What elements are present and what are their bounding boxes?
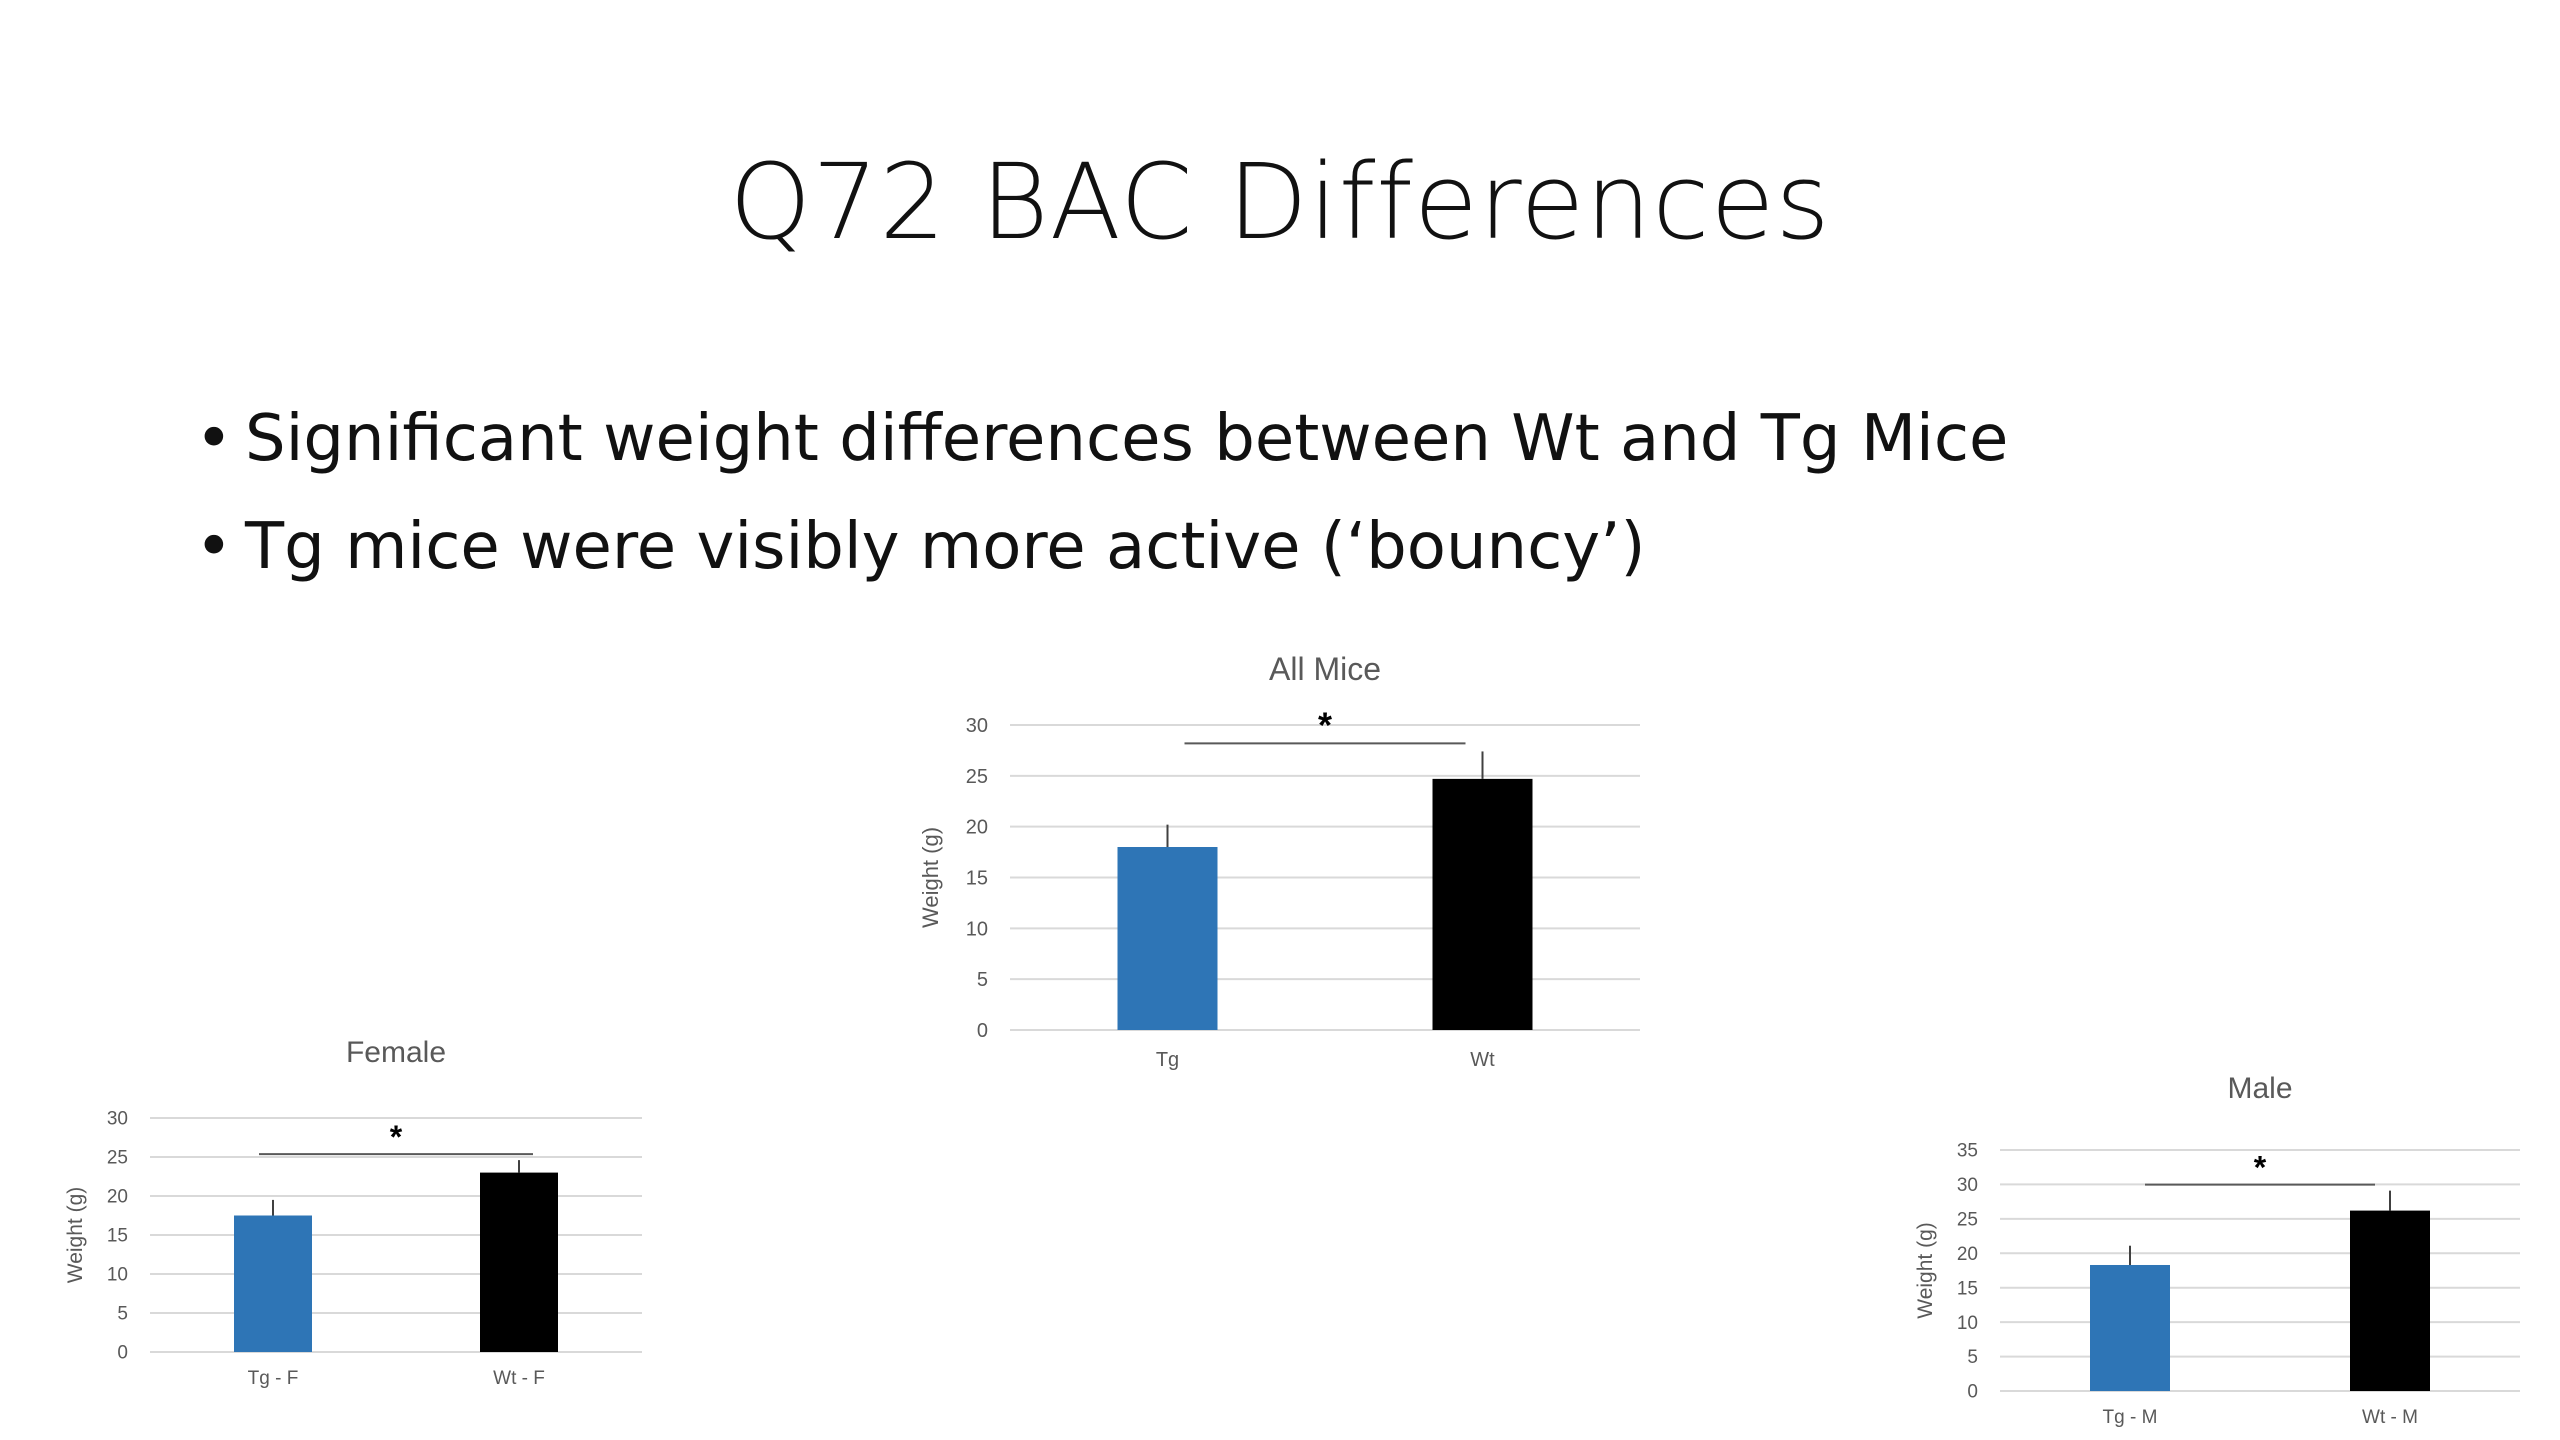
chart-title: Male [2227,1072,2292,1105]
y-tick-label: 5 [117,1304,128,1325]
y-tick-label: 20 [966,817,988,839]
y-tick-label: 10 [1957,1313,1978,1334]
bullet-list: • Significant weight differences between… [195,385,2008,601]
x-tick-label: Wt - M [2362,1407,2418,1428]
bar [480,1172,558,1352]
significance-marker: * [390,1119,403,1155]
chart-male: Male 0 5 10 15 20 25 30 35 Weight (g) Tg - M Wt - M… [1914,1072,2520,1428]
x-tick-label: Wt [1470,1049,1495,1071]
significance-marker: * [2254,1150,2267,1186]
y-tick-label: 0 [977,1020,988,1042]
x-tick-label: Tg [1156,1049,1179,1071]
slide-title: Q72 BAC Differences [729,141,1831,263]
chart-title: Female [346,1036,446,1069]
y-tick-label: 20 [107,1187,128,1208]
y-axis-label: Weight (g) [64,1187,87,1283]
bar [2090,1264,2170,1391]
x-tick-label: Wt - F [493,1368,545,1389]
significance-marker: * [1318,704,1332,745]
y-tick-label: 30 [966,715,988,737]
y-axis-label: Weight (g) [1914,1222,1937,1318]
bullet-dot: • [195,402,233,476]
y-tick-label: 0 [117,1343,128,1364]
chart-all-mice: All Mice 0 5 10 15 20 25 30 Weight (g) Tg Wt * [918,651,1640,1071]
chart-female: Female 0 5 10 15 20 25 30 Weight (g) Tg - F Wt - F… [64,1036,642,1389]
bullet-item: • Significant weight differences between… [195,385,2008,493]
bullet-dot: • [195,510,233,584]
y-tick-label: 5 [1967,1347,1978,1368]
y-tick-label: 15 [1957,1278,1978,1299]
x-tick-label: Tg - F [248,1368,299,1389]
bar [1117,847,1218,1030]
bullet-item: • Tg mice were visibly more active (‘bou… [195,493,2008,601]
y-axis-label: Weight (g) [918,827,943,928]
y-tick-label: 15 [966,868,988,890]
y-tick-label: 5 [977,969,988,991]
bullet-text: Significant weight differences between W… [245,402,2009,476]
y-tick-label: 15 [107,1226,128,1247]
bar [2350,1210,2430,1391]
bar [1432,778,1533,1030]
y-tick-label: 0 [1967,1382,1978,1403]
bullet-text: Tg mice were visibly more active (‘bounc… [245,510,1646,584]
y-tick-label: 30 [1957,1175,1978,1196]
x-tick-label: Tg - M [2103,1407,2158,1428]
y-tick-label: 25 [107,1148,128,1169]
y-tick-label: 25 [1957,1210,1978,1231]
y-tick-label: 30 [107,1109,128,1130]
y-tick-label: 35 [1957,1141,1978,1162]
chart-title: All Mice [1269,651,1381,687]
bar [234,1215,312,1352]
y-tick-label: 10 [107,1265,128,1286]
y-tick-label: 10 [966,918,988,940]
y-tick-label: 20 [1957,1244,1978,1265]
y-tick-label: 25 [966,766,988,788]
